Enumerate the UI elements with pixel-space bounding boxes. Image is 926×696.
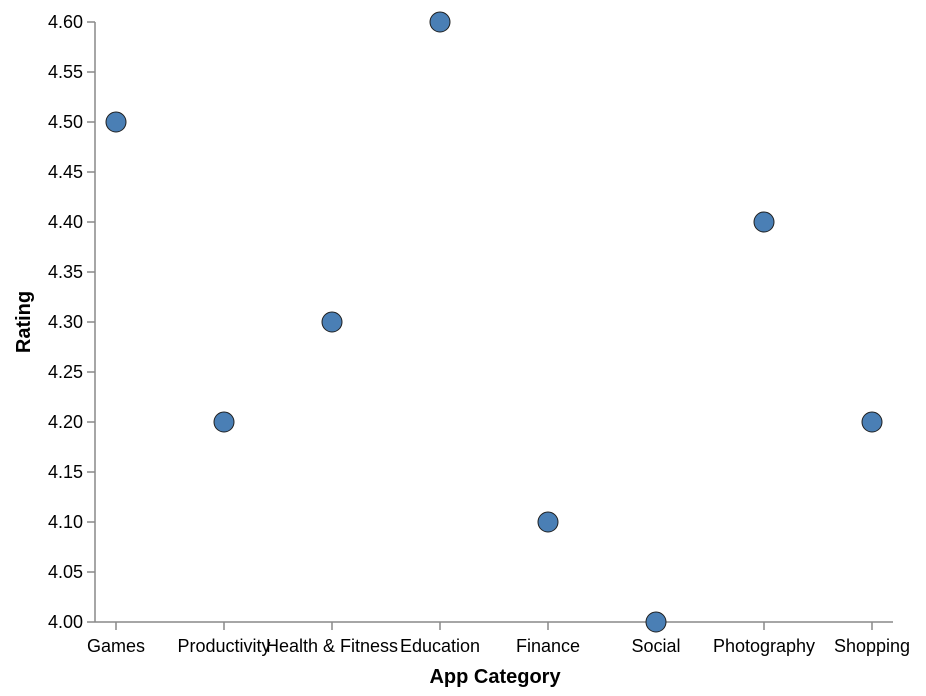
data-point [105,111,127,133]
y-tick-label: 4.20 [48,412,83,432]
data-point [753,211,775,233]
data-points [105,11,883,633]
x-tick-label: Education [400,636,480,656]
x-tick-label: Shopping [834,636,910,656]
x-tick-label: Finance [516,636,580,656]
y-tick-label: 4.40 [48,212,83,232]
y-axis-title: Rating [13,291,35,353]
x-tick-label: Social [631,636,680,656]
x-tick-label: Photography [713,636,815,656]
data-point [645,611,667,633]
y-tick-label: 4.30 [48,312,83,332]
y-tick-label: 4.50 [48,112,83,132]
y-tick-label: 4.10 [48,512,83,532]
x-axis-title: App Category [429,666,561,688]
y-tick-label: 4.25 [48,362,83,382]
y-tick-label: 4.05 [48,562,83,582]
y-tick-label: 4.15 [48,462,83,482]
data-point [861,411,883,433]
x-tick-label: Health & Fitness [266,636,398,656]
y-tick-label: 4.60 [48,12,83,32]
y-axis: 4.00 4.05 4.10 4.15 4.20 4.25 4.30 4.35 4.40 4.45… [48,12,96,632]
x-tick-label: Games [87,636,145,656]
x-tick-label: Productivity [177,636,270,656]
y-tick-label: 4.45 [48,162,83,182]
data-point [213,411,235,433]
data-point [321,311,343,333]
data-point [429,11,451,33]
y-tick-label: 4.55 [48,62,83,82]
y-tick-label: 4.00 [48,612,83,632]
y-tick-label: 4.35 [48,262,83,282]
data-point [537,511,559,533]
